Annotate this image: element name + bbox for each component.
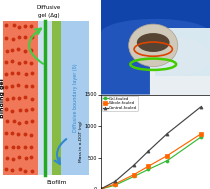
Control-fouled	[100, 188, 102, 189]
Text: Diffusive: Diffusive	[36, 5, 60, 10]
Gel-fouled	[133, 175, 135, 177]
Whole-fouled	[133, 173, 135, 176]
Ellipse shape	[137, 33, 170, 52]
Control-fouled	[133, 164, 135, 166]
FancyBboxPatch shape	[3, 21, 38, 175]
FancyBboxPatch shape	[101, 0, 210, 33]
Gel-fouled	[100, 188, 102, 189]
Line: Whole-fouled: Whole-fouled	[99, 133, 202, 189]
Gel-fouled	[166, 160, 169, 162]
Legend: Gel-fouled, Whole-fouled, Control-fouled: Gel-fouled, Whole-fouled, Control-fouled	[102, 96, 138, 111]
FancyBboxPatch shape	[61, 21, 89, 175]
Text: Binding gel: Binding gel	[0, 78, 5, 118]
Control-fouled	[147, 150, 150, 152]
Whole-fouled	[147, 165, 150, 167]
Control-fouled	[166, 132, 169, 135]
Whole-fouled	[199, 133, 202, 135]
Text: Diffusive boundary layer (δ): Diffusive boundary layer (δ)	[73, 64, 78, 132]
FancyBboxPatch shape	[52, 21, 61, 175]
Whole-fouled	[100, 188, 102, 189]
Gel-fouled	[114, 184, 116, 186]
Control-fouled	[114, 180, 116, 183]
FancyBboxPatch shape	[155, 28, 210, 76]
Text: gel (Δg): gel (Δg)	[38, 13, 59, 18]
Whole-fouled	[166, 154, 169, 157]
Line: Control-fouled: Control-fouled	[99, 106, 202, 189]
Control-fouled	[199, 106, 202, 108]
Ellipse shape	[129, 24, 178, 67]
FancyBboxPatch shape	[0, 0, 101, 189]
Polygon shape	[101, 28, 150, 94]
Gel-fouled	[147, 168, 150, 171]
FancyBboxPatch shape	[101, 0, 210, 94]
Whole-fouled	[114, 183, 116, 185]
Ellipse shape	[144, 38, 210, 76]
FancyBboxPatch shape	[38, 21, 52, 175]
Gel-fouled	[199, 136, 202, 139]
Line: Gel-fouled: Gel-fouled	[99, 136, 202, 189]
Ellipse shape	[101, 19, 210, 47]
Text: Biofilm: Biofilm	[46, 180, 67, 185]
Y-axis label: Mass in o-DGT (ng): Mass in o-DGT (ng)	[79, 121, 83, 163]
